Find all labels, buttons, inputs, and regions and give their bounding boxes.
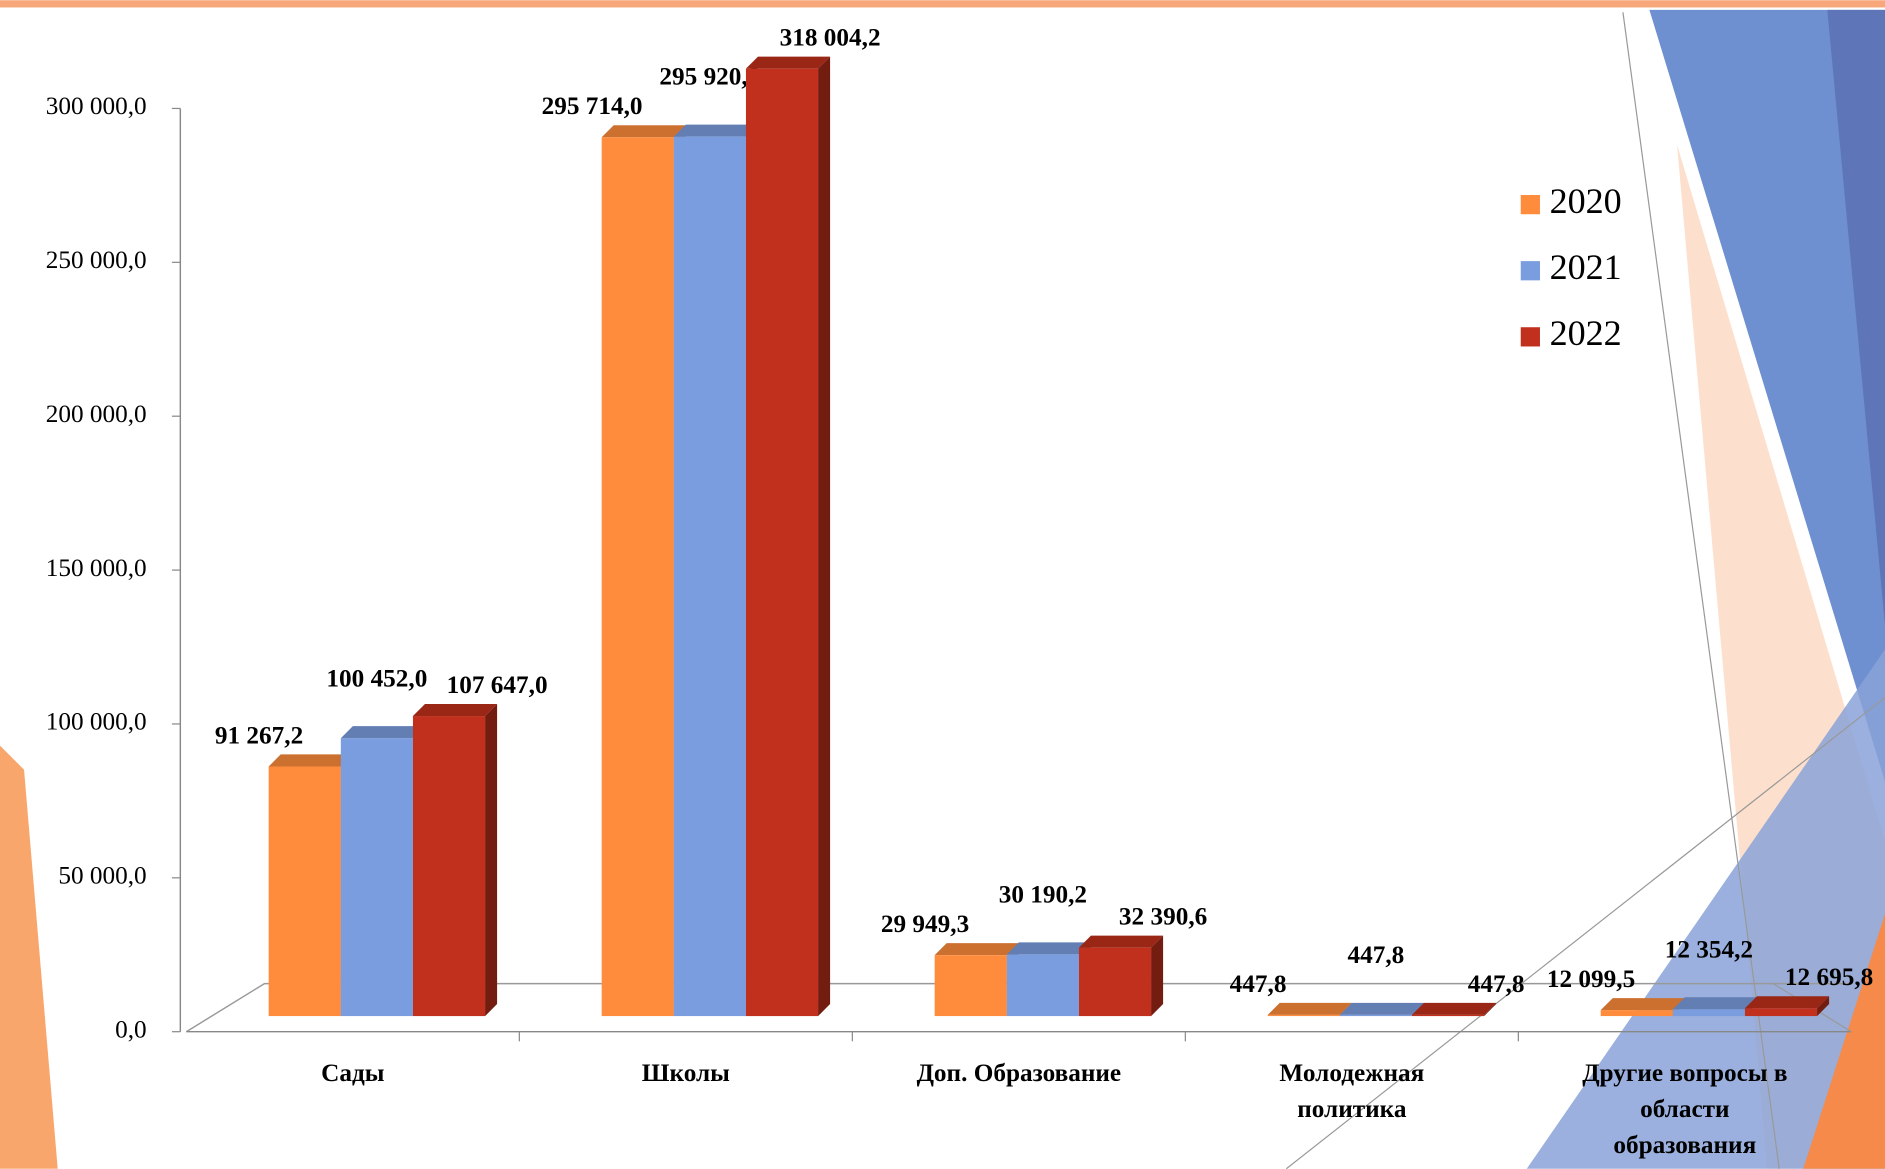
bar	[745, 68, 819, 1017]
decor-line	[1622, 12, 1780, 1169]
value-label: 107 647,0	[447, 672, 548, 699]
y-tick-label: 50 000,0	[58, 863, 146, 890]
value-label: 447,8	[1230, 971, 1287, 998]
value-label: 295 920,8	[659, 64, 760, 91]
bar-top	[1672, 997, 1757, 1010]
label-line: Школы	[642, 1060, 730, 1087]
bar-top	[412, 704, 498, 717]
decor-blue3	[1526, 649, 1885, 1169]
value-label: 12 354,2	[1665, 936, 1753, 963]
y-tick-label: 250 000,0	[46, 247, 147, 274]
bar-top	[1267, 1002, 1352, 1015]
top-border	[0, 0, 1885, 8]
bar-top	[1744, 996, 1830, 1009]
floor	[185, 982, 1852, 1033]
value-label: 318 004,2	[780, 25, 881, 52]
legend-swatch	[1520, 261, 1540, 281]
bar-top	[1411, 1002, 1497, 1015]
bar	[1339, 1014, 1412, 1017]
bar	[340, 738, 413, 1017]
bar	[934, 955, 1007, 1017]
decor-left	[0, 745, 58, 1169]
x-tick-label: Другие вопросы в области образования	[1582, 1060, 1787, 1159]
y-tick-label: 0,0	[115, 1017, 147, 1044]
value-label: 12 099,5	[1547, 966, 1635, 993]
bar	[673, 136, 746, 1017]
bar	[1078, 947, 1152, 1017]
x-tick-label: Школы	[642, 1060, 730, 1087]
bar	[1267, 1014, 1340, 1017]
bar-top	[1006, 942, 1091, 955]
bar	[1672, 1009, 1745, 1017]
label-line: Другие вопросы в	[1582, 1060, 1787, 1087]
y-tick-label: 200 000,0	[46, 401, 147, 428]
value-label: 447,8	[1468, 971, 1525, 998]
bar	[601, 137, 674, 1017]
legend-label: 2022	[1550, 313, 1622, 353]
legend-label: 2020	[1550, 181, 1622, 221]
bar	[268, 766, 341, 1017]
label-line: области	[1640, 1096, 1730, 1123]
y-tick-label: 300 000,0	[46, 93, 147, 120]
value-label: 29 949,3	[881, 911, 969, 938]
x-tick-label: Сады	[321, 1060, 385, 1087]
bar	[1411, 1014, 1485, 1017]
value-label: 12 695,8	[1785, 964, 1873, 991]
x-tick-label: Доп. Образование	[917, 1060, 1122, 1087]
decor-blue2	[1827, 9, 1885, 626]
bar-top	[340, 726, 425, 739]
legend-label: 2021	[1550, 247, 1622, 287]
label-line: Доп. Образование	[917, 1060, 1122, 1087]
label-line: политика	[1297, 1096, 1407, 1123]
bar-side	[1151, 935, 1164, 1017]
bar-side	[818, 56, 831, 1017]
bar	[1744, 1008, 1818, 1017]
bar-top	[268, 754, 353, 767]
value-label: 30 190,2	[999, 882, 1087, 909]
bar	[1600, 1010, 1673, 1017]
label-line: Сады	[321, 1060, 385, 1087]
bar-top	[601, 125, 686, 138]
bar-side	[1817, 996, 1830, 1017]
label-line: Молодежная	[1279, 1060, 1424, 1087]
bar-top	[1600, 998, 1685, 1011]
value-label: 32 390,6	[1119, 904, 1207, 931]
y-tick-label: 100 000,0	[46, 709, 147, 736]
bar-side	[1484, 1002, 1497, 1017]
legend-swatch	[1520, 194, 1540, 215]
bar-top	[1339, 1002, 1424, 1015]
decor-blue	[1649, 9, 1885, 782]
x-tick-label: Молодежная политика	[1279, 1060, 1424, 1123]
bar-top	[745, 56, 831, 69]
bar-top	[673, 124, 758, 137]
value-label: 91 267,2	[215, 722, 303, 749]
y-tick-label: 150 000,0	[46, 555, 147, 582]
value-label: 295 714,0	[542, 93, 643, 120]
bar-top	[1078, 935, 1164, 948]
bar-side	[485, 704, 498, 1017]
value-label: 447,8	[1347, 942, 1404, 969]
decor-line	[1285, 697, 1885, 1169]
bar	[412, 716, 486, 1017]
bar	[1006, 954, 1079, 1017]
value-label: 100 452,0	[326, 665, 427, 692]
bar-top	[934, 943, 1019, 956]
legend-swatch	[1520, 327, 1540, 347]
label-line: образования	[1613, 1132, 1756, 1159]
